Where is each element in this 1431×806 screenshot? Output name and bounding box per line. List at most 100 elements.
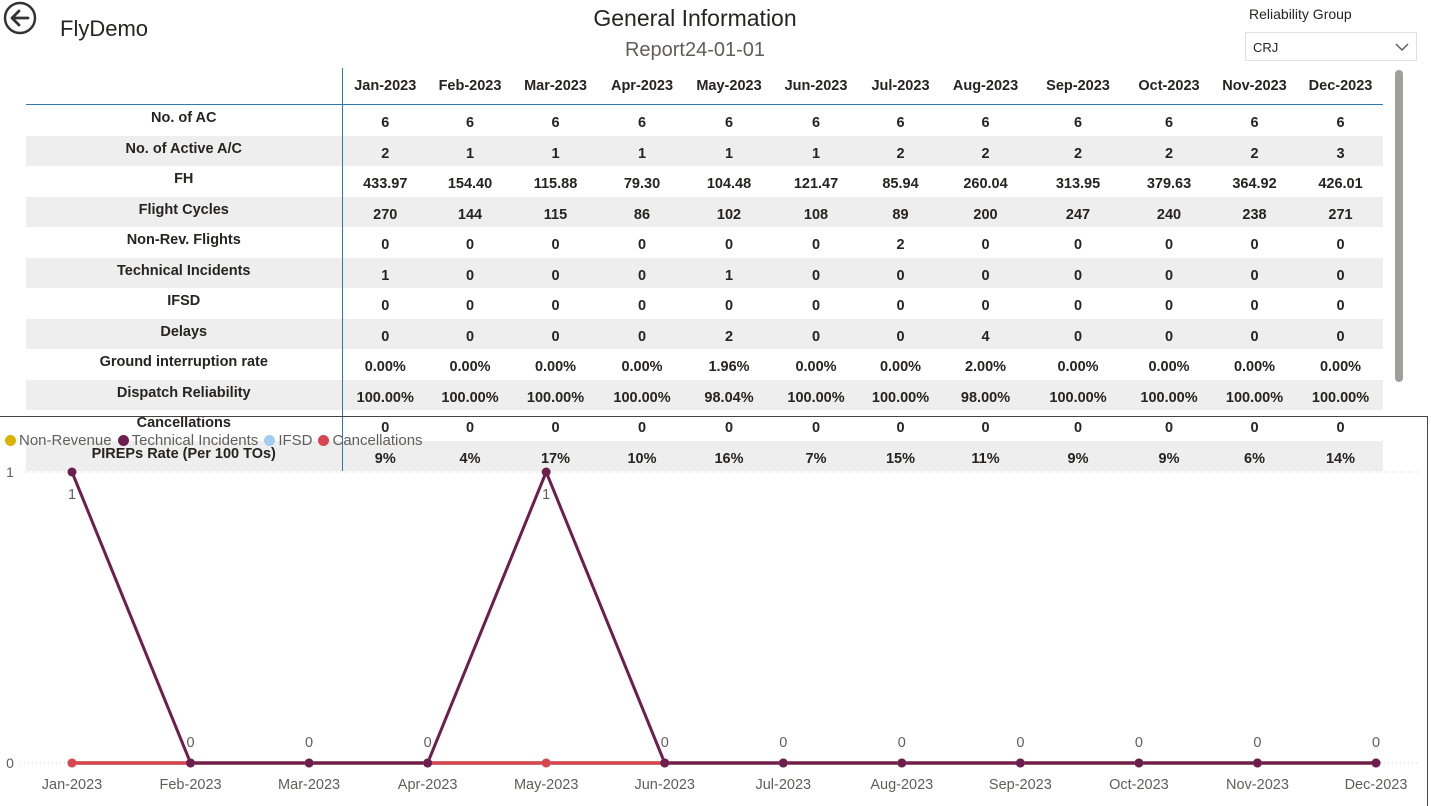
back-arrow-icon [3, 1, 37, 35]
table-cell: 14% [1298, 440, 1383, 471]
table-cell: 0.00% [449, 359, 491, 376]
table-cell: 260.04 [963, 176, 1008, 193]
column-header: Jul-2023 [859, 68, 942, 105]
table-cell: 1 [512, 135, 599, 166]
table-cell: 9% [342, 440, 428, 471]
row-header: Cancellations [26, 410, 343, 441]
row-header: FH [26, 166, 343, 197]
legend-dot-icon [318, 435, 330, 446]
data-label: 0 [898, 735, 906, 751]
table-cell: 6 [811, 115, 821, 132]
table-cell: 6 [637, 115, 647, 132]
table-cell: 6 [981, 115, 990, 132]
table-cell: 9% [1029, 440, 1127, 471]
table-cell: 0 [465, 298, 475, 315]
back-button[interactable] [3, 1, 37, 35]
data-label: 0 [779, 735, 787, 751]
table-cell: 1 [685, 135, 773, 166]
table-cell: 6 [1164, 115, 1174, 132]
chart-legend: Non-Revenue Technical Incidents IFSD Cancel… [5, 432, 429, 449]
table-cell: 200 [942, 196, 1029, 227]
table-cell: 0 [512, 318, 599, 349]
legend-item[interactable]: Technical Incidents [117, 432, 259, 449]
data-point [67, 467, 77, 477]
table-cell: 0 [1250, 237, 1259, 254]
table-cell: 108 [773, 196, 859, 227]
table-cell: 6 [551, 115, 560, 132]
x-tick-label: Jul-2023 [755, 777, 811, 793]
column-header: Jan-2023 [342, 68, 428, 105]
table-cell: 154.40 [447, 176, 493, 193]
table-cell: 0 [773, 318, 859, 349]
table-row: FH 433.97 154.40 115.88 79.30 104.48 121.47 85.… [26, 166, 1383, 197]
table-cell: 0 [1250, 298, 1259, 315]
table-cell: 0 [551, 237, 560, 254]
row-header: Delays [26, 318, 343, 349]
table-cell: 1 [342, 257, 428, 288]
table-cell: 0.00% [1233, 359, 1276, 376]
table-cell: 0 [859, 257, 942, 288]
table-row: Non-Rev. Flights 0 0 0 0 0 0 2 0 0 0 0 0 [26, 227, 1383, 258]
row-header: Technical Incidents [26, 257, 343, 288]
legend-dot-icon [264, 435, 276, 446]
table-cell: 0 [1073, 237, 1083, 254]
data-label: 0 [1135, 735, 1143, 751]
legend-item[interactable]: Non-Revenue [5, 432, 112, 449]
table-cell: 100.00% [1298, 379, 1383, 410]
table-cell: 270 [342, 196, 428, 227]
table-cell: 0 [551, 298, 560, 315]
table-cell: 6 [381, 115, 390, 132]
table-cell: 0 [637, 237, 647, 254]
table-cell: 0 [896, 420, 905, 437]
table-cell: 0 [773, 257, 859, 288]
reliability-group-dropdown[interactable]: CRJ [1245, 32, 1417, 61]
column-header: Jun-2023 [773, 68, 859, 105]
table-cell: 1 [685, 257, 773, 288]
legend-label: IFSD [278, 432, 313, 449]
x-tick-label: Aug-2023 [870, 777, 933, 793]
table-cell: 17% [512, 440, 599, 471]
table-cell: 0 [1298, 257, 1383, 288]
matrix-scrollbar[interactable] [1395, 70, 1403, 382]
table-cell: 4% [428, 440, 512, 471]
table-cell: 0 [811, 237, 821, 254]
table-cell: 271 [1298, 196, 1383, 227]
data-point [1134, 758, 1144, 768]
table-cell: 2 [896, 237, 905, 254]
data-point [778, 758, 788, 768]
data-point [304, 758, 314, 768]
legend-label: Non-Revenue [19, 432, 112, 449]
table-cell: 0.00% [534, 359, 577, 376]
table-cell: 0 [1029, 257, 1127, 288]
x-tick-label: Apr-2023 [398, 777, 458, 793]
table-cell: 247 [1029, 196, 1127, 227]
table-cell: 100.00% [512, 379, 599, 410]
table-cell: 0.00% [795, 359, 837, 376]
legend-label: Technical Incidents [131, 432, 259, 449]
chart-frame [0, 416, 1428, 806]
x-tick-label: May-2023 [514, 777, 578, 793]
table-cell: 16% [685, 440, 773, 471]
data-point [186, 758, 196, 768]
legend-item[interactable]: IFSD [264, 432, 312, 449]
table-cell: 6 [1073, 115, 1083, 132]
table-cell: 6 [465, 115, 475, 132]
legend-item[interactable]: Cancellations [318, 432, 423, 449]
table-cell: 0.00% [621, 359, 663, 376]
column-header: Nov-2023 [1211, 68, 1298, 105]
table-cell: 0 [599, 318, 685, 349]
table-cell: 0 [428, 257, 512, 288]
table-row: No. of Active A/C 2 1 1 1 1 1 2 2 2 2 2 3 [26, 135, 1383, 166]
x-tick-label: Jan-2023 [42, 777, 102, 793]
row-header: IFSD [26, 288, 343, 319]
table-cell: 0 [551, 420, 560, 437]
data-label: 1 [542, 487, 550, 503]
series-line [70, 470, 1376, 765]
table-cell: 0 [724, 237, 734, 254]
table-cell: 0 [381, 237, 390, 254]
table-cell: 100.00% [1127, 379, 1211, 410]
page-title: General Information [593, 5, 797, 31]
reliability-group-label: Reliability Group [1249, 6, 1352, 22]
table-cell: 0.00% [879, 359, 922, 376]
table-cell: 85.94 [882, 176, 919, 193]
